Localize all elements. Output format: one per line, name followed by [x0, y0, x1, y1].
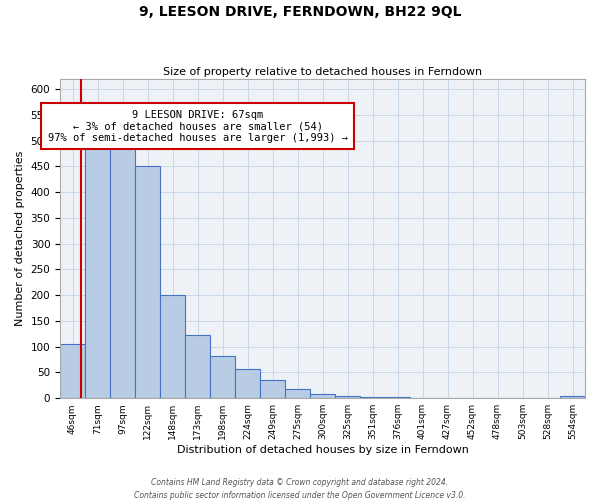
Title: Size of property relative to detached houses in Ferndown: Size of property relative to detached ho… [163, 66, 482, 76]
Bar [360, 397, 385, 398]
Bar [185, 335, 210, 398]
Bar [560, 396, 585, 398]
Bar [160, 295, 185, 398]
X-axis label: Distribution of detached houses by size in Ferndown: Distribution of detached houses by size … [176, 445, 469, 455]
Text: 9, LEESON DRIVE, FERNDOWN, BH22 9QL: 9, LEESON DRIVE, FERNDOWN, BH22 9QL [139, 5, 461, 19]
Bar [60, 344, 85, 398]
Bar [260, 380, 285, 398]
Bar [235, 369, 260, 398]
Text: 9 LEESON DRIVE: 67sqm
← 3% of detached houses are smaller (54)
97% of semi-detac: 9 LEESON DRIVE: 67sqm ← 3% of detached h… [47, 110, 347, 143]
Bar [385, 397, 410, 398]
Text: Contains HM Land Registry data © Crown copyright and database right 2024.
Contai: Contains HM Land Registry data © Crown c… [134, 478, 466, 500]
Bar [135, 166, 160, 398]
Bar [210, 356, 235, 398]
Bar [110, 147, 135, 398]
Y-axis label: Number of detached properties: Number of detached properties [15, 151, 25, 326]
Bar [285, 390, 310, 398]
Bar [310, 394, 335, 398]
Bar [85, 147, 110, 398]
Bar [335, 396, 360, 398]
